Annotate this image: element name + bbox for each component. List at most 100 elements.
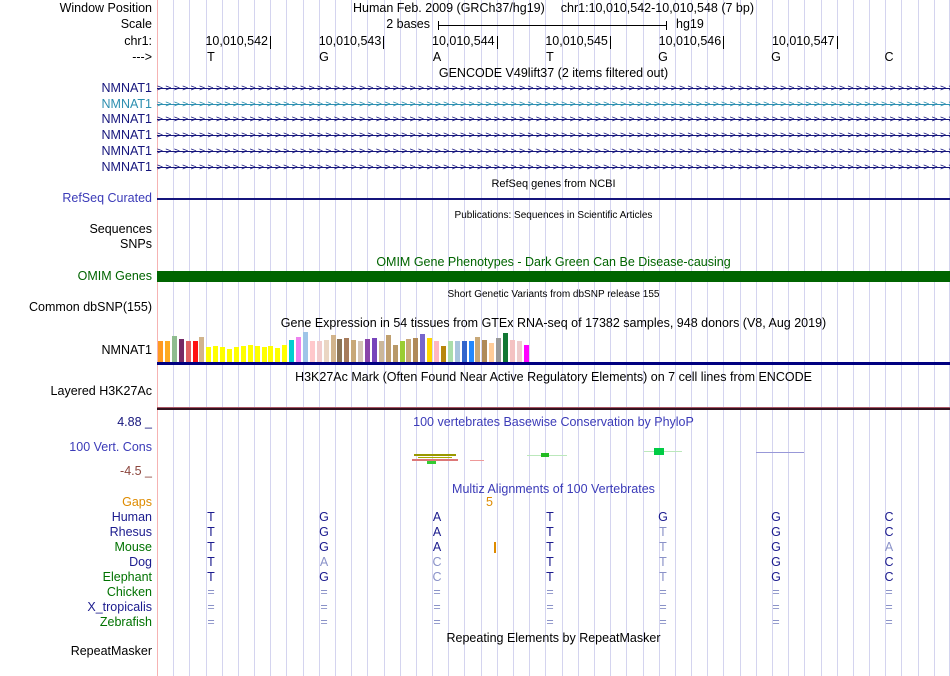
align-base-rhesus: T [546,525,554,539]
gtex-tissue-bar[interactable] [427,338,433,363]
grid-line [593,0,595,676]
gene-label-nmnat1-5[interactable]: NMNAT1 [101,144,152,158]
gtex-tissue-bar[interactable] [503,333,508,363]
gene-item-nmnat1-1[interactable]: >>>>>>>>>>>>>>>>>>>>>>>>>>>>>>>>>>>>>>>>… [157,83,950,94]
track-label-layered-h3k27ac[interactable]: Layered H3K27Ac [50,384,152,398]
gtex-tissue-bar[interactable] [302,332,308,363]
align-base-mouse: G [771,540,781,554]
gtex-tissue-bar[interactable] [358,341,364,363]
gene-item-nmnat1-6[interactable]: >>>>>>>>>>>>>>>>>>>>>>>>>>>>>>>>>>>>>>>>… [157,162,950,173]
track-label-gtex-nmnat1[interactable]: NMNAT1 [101,343,152,357]
gtex-tissue-bar[interactable] [454,341,460,363]
gtex-tissue-bar[interactable] [289,340,295,363]
track-label-common-dbsnp[interactable]: Common dbSNP(155) [29,300,152,314]
gtex-tissue-bar[interactable] [185,341,191,363]
gene-label-nmnat1-2[interactable]: NMNAT1 [101,97,152,111]
align-base-elephant: C [884,570,894,584]
gtex-tissue-bar[interactable] [254,346,260,363]
gtex-tissue-bar[interactable] [213,346,219,363]
gtex-tissue-bar[interactable] [371,338,377,363]
gtex-tissue-bar[interactable] [468,341,474,363]
gtex-tissue-bar[interactable] [240,346,246,363]
track-label-snps[interactable]: SNPs [120,237,152,251]
align-base-chicken: = [546,585,554,599]
refseq-curated-item[interactable] [157,198,950,200]
gtex-tissue-bar[interactable] [192,341,198,363]
gene-label-nmnat1-1[interactable]: NMNAT1 [101,81,152,95]
gtex-tissue-bar[interactable] [337,339,343,363]
gene-label-nmnat1-4[interactable]: NMNAT1 [101,128,152,142]
gtex-tissue-bar[interactable] [482,340,488,363]
align-base-chicken: = [320,585,328,599]
gtex-tissue-bar[interactable] [392,345,398,363]
gene-item-nmnat1-5[interactable]: >>>>>>>>>>>>>>>>>>>>>>>>>>>>>>>>>>>>>>>>… [157,146,950,157]
gtex-tissue-bar[interactable] [434,341,439,363]
gtex-tissue-bar[interactable] [475,337,481,363]
gtex-tissue-bar[interactable] [316,341,322,363]
gtex-tissue-bar[interactable] [282,345,288,363]
gtex-tissue-bar[interactable] [420,334,426,363]
track-label-100-vert-cons[interactable]: 100 Vert. Cons [69,440,152,454]
grid-line [513,0,515,676]
gene-item-nmnat1-3[interactable]: >>>>>>>>>>>>>>>>>>>>>>>>>>>>>>>>>>>>>>>>… [157,114,950,125]
gtex-tissue-bar[interactable] [164,341,170,363]
align-base-dog: T [207,555,215,569]
gtex-tissue-bar[interactable] [171,336,177,363]
coordinate-label: 10,010,542 [205,34,268,48]
reference-base: T [546,50,554,64]
gtex-tissue-bar[interactable] [247,345,253,363]
gtex-tissue-bar[interactable] [178,339,184,363]
align-base-dog: G [771,555,781,569]
gtex-tissue-bar[interactable] [385,335,391,363]
gtex-tissue-bar[interactable] [275,348,281,363]
gtex-tissue-bar[interactable] [199,337,205,363]
gtex-tissue-bar[interactable] [296,337,301,363]
gtex-tissue-bar[interactable] [489,343,495,363]
gene-item-nmnat1-2[interactable]: >>>>>>>>>>>>>>>>>>>>>>>>>>>>>>>>>>>>>>>>… [157,99,950,110]
gene-label-nmnat1-6[interactable]: NMNAT1 [101,160,152,174]
gtex-tissue-bar[interactable] [365,339,370,363]
track-label-repeatmasker[interactable]: RepeatMasker [70,644,152,658]
gtex-tissue-bar[interactable] [158,341,163,363]
gtex-tissue-bar[interactable] [461,341,467,363]
omim-bar[interactable] [157,271,950,282]
gtex-tissue-bar[interactable] [227,349,232,363]
gtex-tissue-bar[interactable] [378,341,384,363]
gtex-tissue-bar[interactable] [440,346,446,363]
phylop-axis-min: -4.5 _ [120,464,152,478]
h3k27ac-signal-line[interactable] [157,407,950,410]
gtex-tissue-bar[interactable] [413,338,419,363]
gtex-tissue-bar[interactable] [523,345,529,363]
gtex-tissue-bar[interactable] [399,341,405,363]
gtex-tissue-bar[interactable] [206,347,212,363]
gtex-tissue-bar[interactable] [261,347,267,363]
gene-label-nmnat1-3[interactable]: NMNAT1 [101,112,152,126]
gtex-tissue-bar[interactable] [516,341,522,363]
grid-line [189,0,191,676]
track-title-phylop: 100 vertebrates Basewise Conservation by… [413,415,694,429]
gtex-tissue-bar[interactable] [233,347,239,363]
track-label-sequences[interactable]: Sequences [89,222,152,236]
gtex-tissue-bar[interactable] [509,340,515,363]
gtex-tissue-bar[interactable] [447,341,453,363]
gene-item-nmnat1-4[interactable]: >>>>>>>>>>>>>>>>>>>>>>>>>>>>>>>>>>>>>>>>… [157,130,950,141]
grid-line [545,0,547,676]
gtex-tissue-bar[interactable] [330,335,336,363]
gtex-tissue-bar[interactable] [220,347,226,363]
gtex-tissue-bar[interactable] [323,340,329,363]
align-base-chicken: = [207,585,215,599]
align-base-rhesus: T [207,525,215,539]
align-base-x_tropicalis: = [772,600,780,614]
gtex-tissue-bar[interactable] [309,341,315,363]
track-label-omim-genes[interactable]: OMIM Genes [77,269,152,283]
track-label-refseq-curated[interactable]: RefSeq Curated [62,191,152,205]
gtex-tissue-bar[interactable] [351,340,357,363]
gtex-tissue-bar[interactable] [344,338,350,363]
gtex-tissue-bar[interactable] [268,346,274,363]
gtex-tissue-bar[interactable] [406,339,412,363]
grid-line [836,0,838,676]
gtex-tissue-bar[interactable] [496,338,502,363]
grid-line [448,0,450,676]
grid-line [432,0,434,676]
grid-line [917,0,919,676]
